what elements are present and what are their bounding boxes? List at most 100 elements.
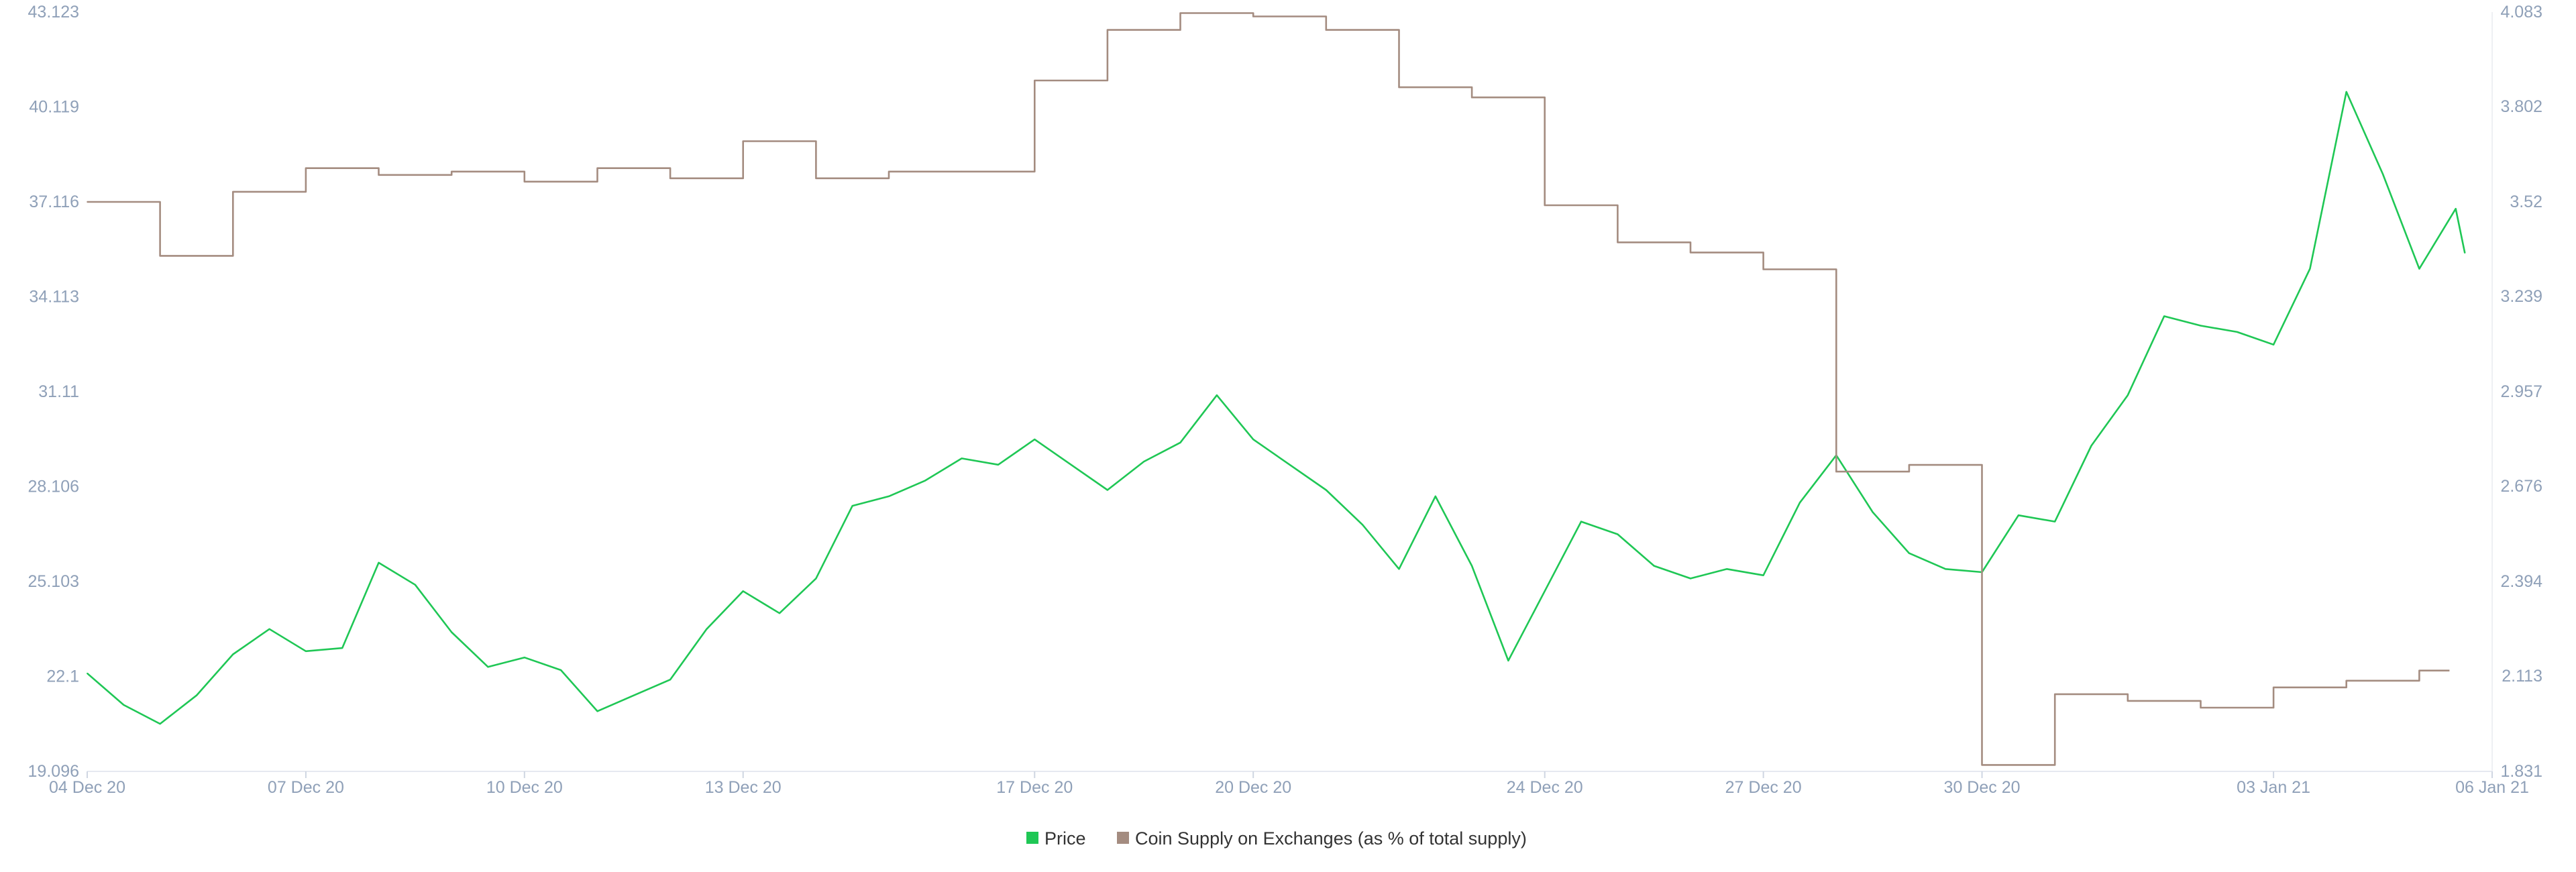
data-point-price bbox=[2418, 268, 2420, 270]
data-point-price bbox=[1034, 439, 1036, 440]
x-tick-label: 07 Dec 20 bbox=[268, 778, 344, 797]
data-point-coin-supply bbox=[1398, 87, 1400, 89]
series-line-coin-supply bbox=[87, 12, 2450, 766]
y-left-tick-label: 31.11 bbox=[38, 382, 79, 401]
data-point-price bbox=[451, 631, 453, 633]
data-point-price bbox=[123, 704, 125, 706]
data-point-coin-supply bbox=[305, 167, 307, 169]
data-point-price bbox=[232, 653, 234, 655]
data-point-coin-supply bbox=[2200, 707, 2202, 708]
data-point-price bbox=[159, 723, 161, 724]
data-point-price bbox=[87, 672, 88, 674]
data-point-coin-supply bbox=[1034, 80, 1036, 81]
data-point-coin-supply bbox=[1617, 241, 1619, 243]
data-point-price bbox=[523, 657, 525, 659]
data-point-coin-supply bbox=[1544, 205, 1546, 206]
data-point-price bbox=[1325, 489, 1327, 491]
data-point-coin-supply bbox=[1909, 464, 1910, 466]
x-tick-label: 17 Dec 20 bbox=[996, 778, 1073, 797]
data-point-price bbox=[1544, 590, 1546, 592]
series-line-price bbox=[87, 91, 2466, 725]
data-point-price bbox=[2455, 208, 2457, 210]
legend-swatch-coin-supply[interactable] bbox=[1117, 832, 1129, 844]
x-tick-label: 30 Dec 20 bbox=[1944, 778, 2021, 797]
data-point-coin-supply bbox=[1179, 12, 1181, 14]
data-point-price bbox=[2345, 91, 2347, 93]
data-point-price bbox=[633, 694, 635, 696]
data-point-price bbox=[961, 457, 963, 459]
data-point-price bbox=[851, 505, 853, 506]
data-point-coin-supply bbox=[1471, 97, 1473, 99]
data-point-price bbox=[1070, 464, 1072, 466]
data-point-price bbox=[487, 666, 489, 668]
y-left-tick-label: 43.123 bbox=[28, 3, 79, 21]
x-tick-label: 04 Dec 20 bbox=[49, 778, 125, 797]
data-point-coin-supply bbox=[1252, 15, 1254, 17]
data-point-price bbox=[706, 628, 708, 630]
legend-label-price[interactable]: Price bbox=[1044, 828, 1086, 849]
data-point-coin-supply bbox=[2127, 700, 2129, 702]
data-point-price bbox=[1872, 511, 1874, 513]
data-point-price bbox=[378, 562, 380, 563]
data-point-price bbox=[1216, 394, 1218, 396]
data-point-price bbox=[305, 650, 307, 652]
y-right-tick-label: 4.083 bbox=[2500, 3, 2542, 21]
data-point-coin-supply bbox=[1325, 29, 1327, 31]
legend-label-coin-supply[interactable]: Coin Supply on Exchanges (as % of total … bbox=[1135, 828, 1527, 849]
y-right-tick-label: 2.676 bbox=[2500, 477, 2542, 496]
data-point-price bbox=[888, 496, 890, 497]
x-tick-label: 27 Dec 20 bbox=[1725, 778, 1802, 797]
data-point-coin-supply bbox=[87, 201, 88, 203]
data-point-price bbox=[560, 669, 561, 671]
y-left-tick-label: 28.106 bbox=[28, 478, 79, 496]
data-point-price bbox=[779, 612, 780, 614]
data-point-price bbox=[2382, 173, 2383, 175]
y-left-tick-label: 25.103 bbox=[28, 572, 79, 591]
y-right-tick-label: 3.802 bbox=[2500, 97, 2542, 116]
data-point-coin-supply bbox=[1835, 471, 1837, 472]
axis-layer bbox=[87, 12, 2493, 772]
data-point-price bbox=[1507, 660, 1509, 661]
data-point-coin-supply bbox=[815, 177, 817, 179]
y-left-tick-label: 37.116 bbox=[29, 193, 79, 211]
data-point-price bbox=[1653, 565, 1655, 567]
data-point-coin-supply bbox=[1690, 252, 1691, 254]
data-point-coin-supply bbox=[2273, 686, 2275, 688]
data-point-price bbox=[1799, 502, 1801, 504]
y-right-tick-label: 2.394 bbox=[2500, 572, 2542, 591]
y-right-tick-label: 1.831 bbox=[2500, 762, 2542, 781]
data-point-price bbox=[415, 584, 416, 586]
data-point-price bbox=[1726, 568, 1728, 570]
data-point-price bbox=[268, 628, 270, 630]
legend-swatch-price[interactable] bbox=[1026, 832, 1038, 844]
data-point-coin-supply bbox=[2418, 669, 2420, 671]
data-point-price bbox=[1690, 578, 1691, 580]
data-point-coin-supply bbox=[1762, 268, 1764, 270]
data-point-price bbox=[1143, 461, 1145, 462]
data-point-price bbox=[196, 694, 197, 696]
y-right-tick-label: 2.113 bbox=[2502, 667, 2542, 686]
x-tick-label: 13 Dec 20 bbox=[705, 778, 782, 797]
x-tick-label: 24 Dec 20 bbox=[1507, 778, 1583, 797]
data-point-coin-supply bbox=[961, 170, 963, 172]
y-right-tick-label: 3.52 bbox=[2510, 193, 2542, 211]
data-point-price bbox=[1762, 574, 1764, 576]
y-left-tick-label: 19.096 bbox=[28, 762, 79, 781]
data-point-coin-supply bbox=[159, 255, 161, 257]
chart-legend[interactable]: Price Coin Supply on Exchanges (as % of t… bbox=[1026, 828, 1527, 849]
data-point-coin-supply bbox=[669, 177, 671, 179]
data-point-price bbox=[1107, 489, 1108, 491]
data-point-coin-supply bbox=[378, 174, 380, 176]
data-point-price bbox=[2464, 252, 2466, 254]
data-point-price bbox=[2200, 325, 2202, 327]
data-point-price bbox=[998, 464, 999, 466]
x-tick-label: 10 Dec 20 bbox=[486, 778, 563, 797]
data-point-price bbox=[815, 578, 817, 580]
data-point-price bbox=[1252, 439, 1254, 440]
data-point-coin-supply bbox=[232, 191, 234, 193]
data-point-price bbox=[1398, 568, 1400, 570]
data-point-price bbox=[341, 647, 343, 649]
data-point-price bbox=[1289, 464, 1291, 466]
